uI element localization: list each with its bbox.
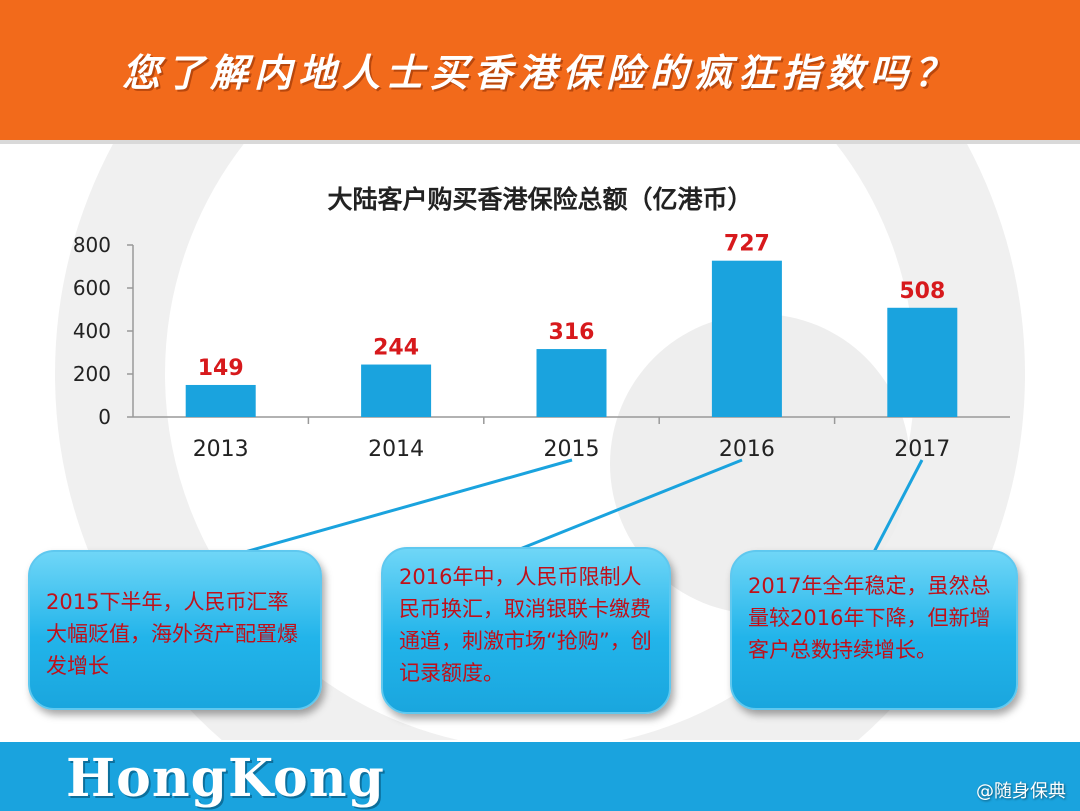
- x-tick-label: 2013: [193, 437, 249, 462]
- data-label-2014: 244: [373, 336, 419, 361]
- callout-2017: 2017年全年稳定，虽然总量较2016年下降，但新增客户总数持续增长。: [730, 550, 1018, 710]
- chart-title: 大陆客户购买香港保险总额（亿港币）: [327, 185, 753, 214]
- x-tick-label: 2017: [894, 437, 950, 462]
- callout-2016: 2016年中，人民币限制人民币换汇，取消银联卡缴费通道，刺激市场“抢购”，创记录…: [381, 547, 671, 714]
- header-divider: [0, 140, 1080, 144]
- bar-2013: [185, 384, 256, 417]
- y-tick-label: 400: [73, 319, 111, 343]
- data-label-2016: 727: [724, 232, 770, 257]
- data-label-2015: 316: [549, 320, 595, 345]
- brand-logo-text: HongKong: [66, 748, 385, 809]
- callout-2015: 2015下半年，人民币汇率大幅贬值，海外资产配置爆发增长: [28, 550, 322, 710]
- y-tick-label: 800: [73, 233, 111, 257]
- x-tick-label: 2014: [368, 437, 424, 462]
- bar-2016: [711, 260, 782, 417]
- y-tick-label: 200: [73, 362, 111, 386]
- bar-2015: [536, 349, 607, 417]
- footer-bar: [0, 742, 1080, 811]
- y-tick-label: 0: [98, 405, 111, 429]
- x-tick-label: 2015: [544, 437, 600, 462]
- y-tick-label: 600: [73, 276, 111, 300]
- bar-2014: [361, 364, 432, 417]
- source-watermark: @随身保典: [976, 781, 1066, 802]
- bar-chart: 0 200 400 600 800 2013 2014 2015 2016 2017 149 244…: [73, 232, 1010, 462]
- header-banner: [0, 0, 1080, 140]
- x-tick-label: 2016: [719, 437, 775, 462]
- page-title: 您了解内地人士买香港保险的疯狂指数吗？: [121, 50, 958, 95]
- data-label-2013: 149: [198, 356, 244, 381]
- data-label-2017: 508: [899, 279, 945, 304]
- bar-2017: [887, 307, 958, 417]
